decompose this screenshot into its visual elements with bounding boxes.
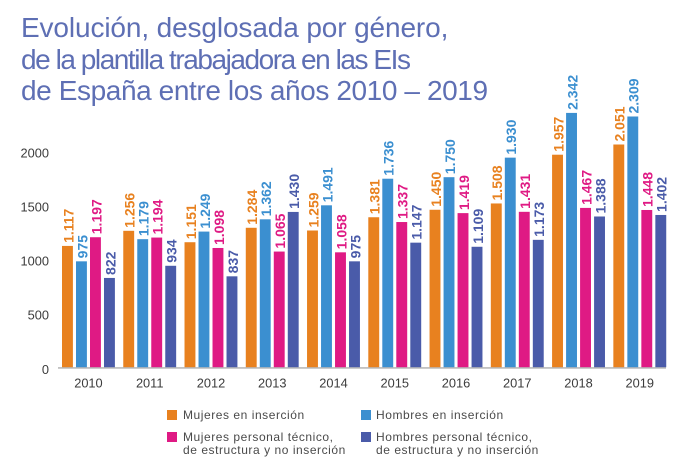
svg-text:822: 822: [102, 251, 118, 275]
svg-text:2.309: 2.309: [626, 78, 642, 113]
svg-text:2011: 2011: [136, 376, 164, 391]
svg-text:1.450: 1.450: [428, 172, 444, 207]
svg-text:1.284: 1.284: [244, 190, 260, 225]
svg-text:2012: 2012: [197, 376, 225, 391]
svg-text:2.342: 2.342: [564, 75, 580, 110]
svg-text:1.173: 1.173: [531, 202, 547, 237]
svg-text:1.197: 1.197: [88, 199, 104, 234]
svg-text:1.402: 1.402: [654, 177, 670, 212]
svg-text:2016: 2016: [442, 376, 470, 391]
svg-text:2015: 2015: [381, 376, 409, 391]
svg-text:1.508: 1.508: [489, 165, 505, 200]
svg-text:1.098: 1.098: [211, 210, 227, 245]
svg-text:1.117: 1.117: [60, 208, 76, 242]
svg-text:1.065: 1.065: [272, 213, 288, 248]
svg-text:1.249: 1.249: [197, 193, 213, 228]
svg-text:500: 500: [28, 308, 49, 323]
svg-text:1.259: 1.259: [305, 192, 321, 227]
svg-text:1.957: 1.957: [550, 116, 566, 151]
svg-text:1.256: 1.256: [122, 193, 138, 228]
svg-text:2018: 2018: [564, 376, 592, 391]
svg-text:1.381: 1.381: [367, 179, 383, 214]
svg-text:1.388: 1.388: [592, 178, 608, 213]
svg-text:2000: 2000: [21, 145, 49, 160]
svg-text:2.051: 2.051: [612, 106, 628, 141]
svg-text:1.448: 1.448: [640, 172, 656, 207]
svg-text:2014: 2014: [319, 376, 347, 391]
svg-text:975: 975: [74, 235, 90, 259]
svg-text:1.179: 1.179: [136, 201, 152, 236]
svg-text:1.431: 1.431: [517, 174, 533, 209]
svg-text:1.147: 1.147: [409, 204, 425, 239]
svg-text:2010: 2010: [74, 376, 102, 391]
svg-text:975: 975: [347, 235, 363, 259]
svg-text:1000: 1000: [21, 254, 49, 269]
svg-text:837: 837: [225, 250, 241, 274]
svg-text:1.736: 1.736: [381, 140, 397, 175]
svg-text:2019: 2019: [626, 376, 654, 391]
svg-text:2013: 2013: [258, 376, 286, 391]
svg-text:1.109: 1.109: [470, 209, 486, 244]
svg-text:934: 934: [164, 239, 180, 263]
svg-text:1500: 1500: [21, 200, 49, 215]
svg-text:1.362: 1.362: [258, 181, 274, 216]
svg-text:1.337: 1.337: [395, 184, 411, 219]
svg-text:1.419: 1.419: [456, 175, 472, 210]
svg-text:1.430: 1.430: [286, 174, 302, 209]
svg-text:1.491: 1.491: [319, 167, 335, 202]
svg-text:0: 0: [42, 362, 49, 377]
svg-text:2017: 2017: [503, 376, 531, 391]
svg-text:1.750: 1.750: [442, 139, 458, 174]
svg-text:1.194: 1.194: [150, 199, 166, 234]
svg-text:1.467: 1.467: [578, 170, 594, 205]
svg-text:1.930: 1.930: [503, 119, 519, 154]
svg-text:1.151: 1.151: [183, 204, 199, 239]
svg-text:1.058: 1.058: [333, 214, 349, 249]
